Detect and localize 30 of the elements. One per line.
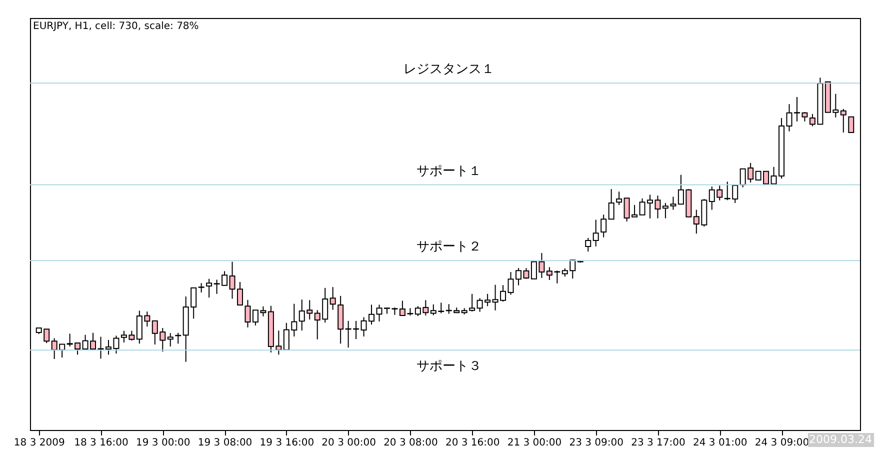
candlestick (608, 188, 614, 220)
candlestick (585, 237, 592, 252)
candlestick (206, 278, 212, 298)
ref-line-label: サポート１ (416, 164, 482, 179)
chart-title: EURJPY, H1, cell: 730, scale: 78% (33, 21, 199, 32)
candlestick (198, 282, 204, 293)
candlestick (592, 219, 599, 247)
x-tick-label: 19 3 00:00 (136, 438, 190, 448)
x-tick-label: 21 3 00:00 (507, 438, 562, 448)
ref-line-label: レジスタンス１ (404, 62, 495, 78)
candlestick (244, 299, 251, 328)
ref-line-label: サポート３ (416, 359, 482, 374)
candlestick (616, 191, 622, 206)
candlestick (840, 108, 846, 134)
candlestick (330, 286, 336, 310)
ref-line-label: サポート２ (416, 240, 482, 255)
x-tick-label: 18 3 2009 (14, 438, 65, 448)
x-tick-label: 19 3 16:00 (260, 438, 314, 448)
x-tick-label: 24 3 01:00 (692, 438, 748, 448)
x-tick-label: 23 3 17:00 (631, 438, 686, 448)
candlestick (167, 332, 174, 347)
x-tick-label: 20 3 00:00 (322, 438, 376, 448)
candlestick (848, 116, 854, 134)
x-tick-label: 19 3 08:00 (198, 438, 252, 448)
x-tick-label: 20 3 16:00 (445, 438, 500, 448)
x-tick-label: 20 3 08:00 (384, 438, 438, 448)
x-tick-label: 18 3 16:00 (74, 438, 128, 448)
x-tick-label: 23 3 09:00 (569, 438, 624, 448)
candlestick (600, 214, 607, 238)
x-tick-label: 24 3 09:00 (754, 438, 810, 448)
